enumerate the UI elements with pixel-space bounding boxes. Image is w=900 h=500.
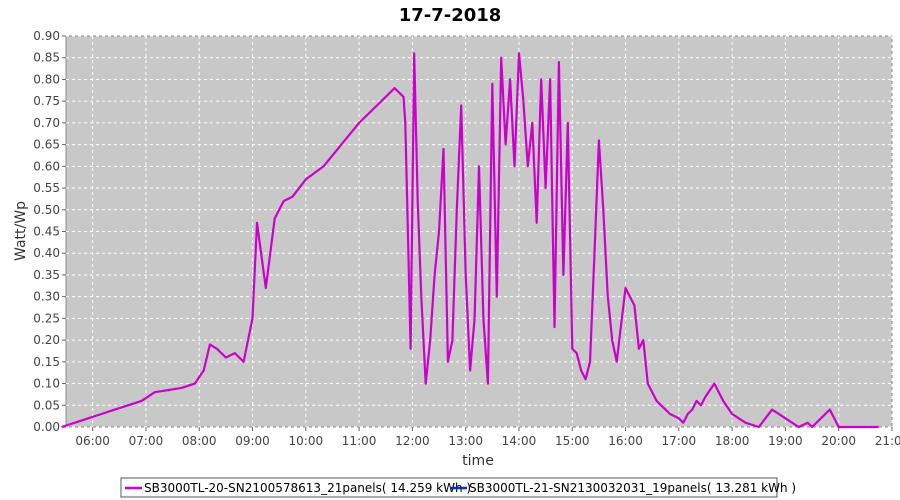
y-tick-label: 0.00: [33, 420, 60, 434]
y-tick-label: 0.85: [33, 51, 60, 65]
chart-title: 17-7-2018: [399, 5, 502, 26]
y-tick-label: 0.15: [33, 355, 60, 369]
x-tick-label: 14:00: [502, 434, 537, 448]
x-tick-label: 06:00: [75, 434, 110, 448]
y-tick-label: 0.80: [33, 72, 60, 86]
y-tick-label: 0.10: [33, 377, 60, 391]
legend: SB3000TL-20-SN2100578613_21panels( 14.25…: [120, 477, 796, 498]
x-axis-label: time: [462, 453, 494, 469]
grid: [66, 35, 893, 428]
x-tick-label: 12:00: [395, 434, 430, 448]
y-tick-label: 0.55: [33, 181, 60, 195]
x-tick-label: 07:00: [129, 434, 164, 448]
x-tick-label: 16:00: [608, 434, 643, 448]
y-tick-label: 0.05: [33, 398, 60, 412]
y-tick-label: 0.70: [33, 116, 60, 130]
y-tick-label: 0.30: [33, 290, 60, 304]
plot-area: [65, 35, 893, 428]
y-tick-label: 0.45: [33, 225, 60, 239]
x-axis: 06:00 07:00 08:00 09:00 10:00 11:00 12:00 13:00…: [75, 427, 900, 448]
y-axis: 0.00 0.05 0.10 0.15 0.20 0.25 0.30 0.35 0.40 0.45…: [33, 29, 66, 434]
y-tick-label: 0.65: [33, 138, 60, 152]
y-tick-label: 0.35: [33, 268, 60, 282]
legend-label-series-1: SB3000TL-20-SN2100578613_21panels( 14.25…: [144, 481, 471, 495]
x-tick-label: 19:00: [768, 434, 803, 448]
x-tick-label: 20:00: [821, 434, 856, 448]
y-tick-label: 0.40: [33, 246, 60, 260]
x-tick-label: 21:00: [875, 434, 900, 448]
legend-box: [120, 477, 778, 498]
y-tick-label: 0.20: [33, 333, 60, 347]
y-tick-label: 0.25: [33, 311, 60, 325]
x-tick-label: 10:00: [289, 434, 324, 448]
x-tick-label: 17:00: [662, 434, 697, 448]
y-tick-label: 0.60: [33, 159, 60, 173]
x-tick-label: 18:00: [715, 434, 750, 448]
x-tick-label: 08:00: [182, 434, 217, 448]
x-tick-label: 11:00: [342, 434, 377, 448]
series-layer: [61, 52, 879, 429]
series-line-1: [61, 52, 879, 429]
legend-label-series-2: SB3000TL-21-SN2130032031_19panels( 13.28…: [469, 481, 796, 495]
y-tick-label: 0.90: [33, 29, 60, 43]
y-axis-label: Watt/Wp: [13, 201, 29, 261]
x-tick-label: 09:00: [235, 434, 270, 448]
x-tick-label: 13:00: [448, 434, 483, 448]
y-tick-label: 0.50: [33, 203, 60, 217]
y-tick-label: 0.75: [33, 94, 60, 108]
x-tick-label: 15:00: [555, 434, 590, 448]
